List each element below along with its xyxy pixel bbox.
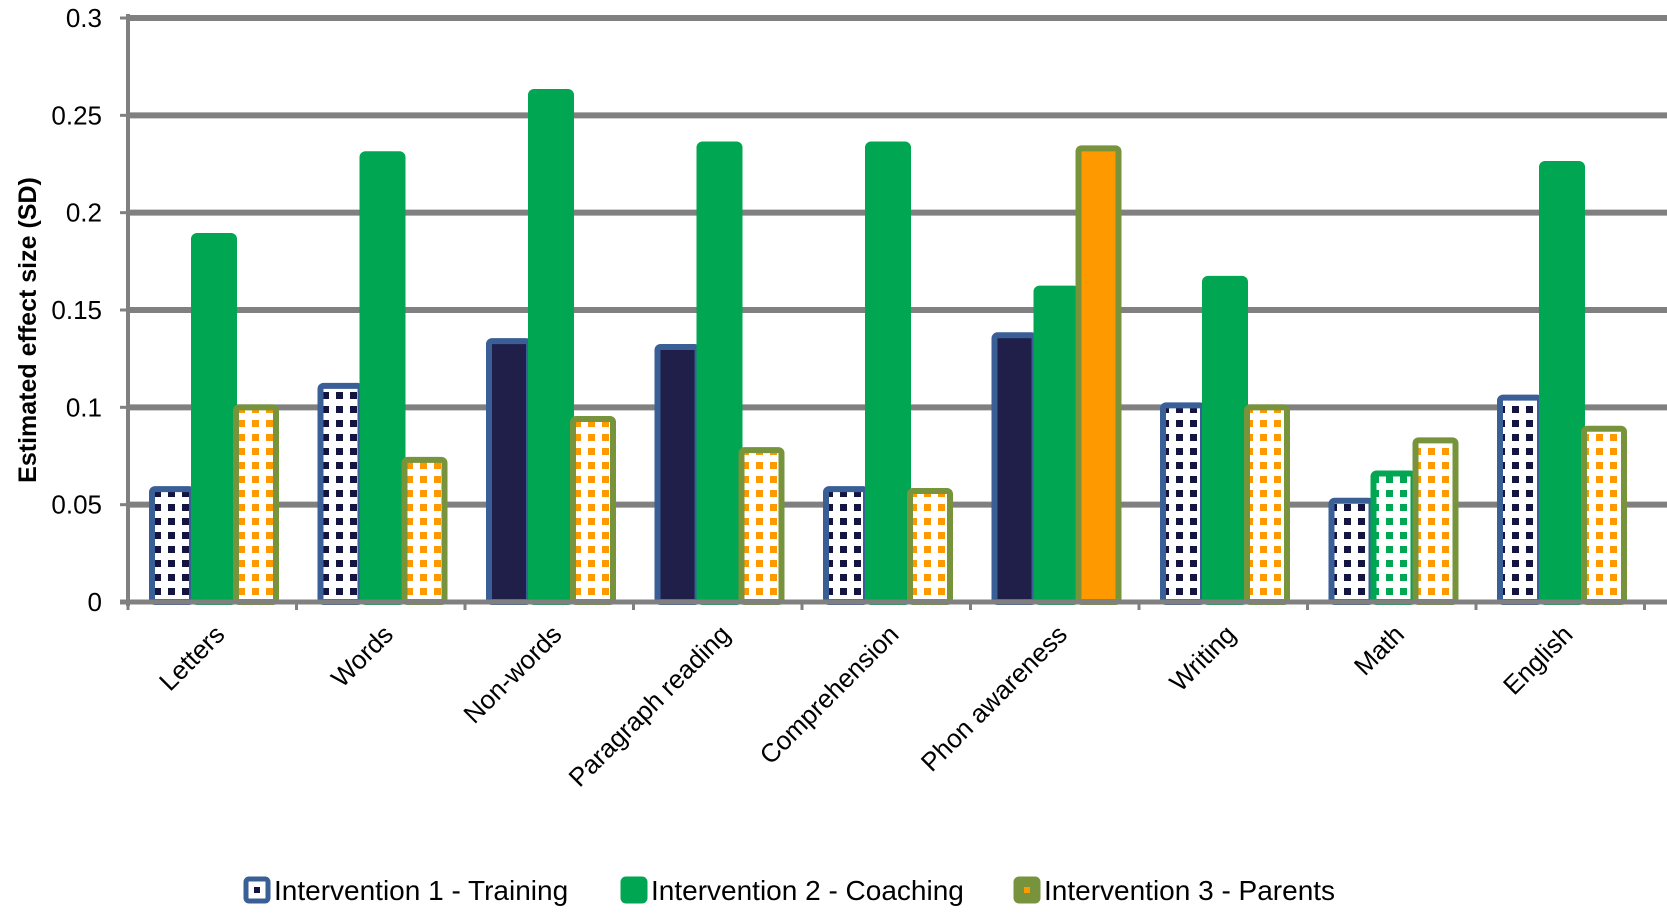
y-tick-label: 0 — [88, 587, 102, 617]
y-axis-title: Estimated effect size (SD) — [14, 177, 42, 483]
y-tick-label: 0.25 — [51, 100, 102, 130]
legend-label-1: Intervention 1 - Training — [274, 875, 568, 906]
bar-2-5 — [1033, 285, 1080, 605]
bar-1-3 — [654, 343, 701, 605]
legend: Intervention 1 - Training Intervention 2 … — [243, 875, 1335, 906]
y-tick-label: 0.1 — [66, 392, 102, 422]
bar-1-1 — [317, 382, 364, 606]
x-tick-label: Math — [1348, 619, 1410, 681]
bar-2-1 — [359, 151, 406, 605]
x-tick-label: Paragraph reading — [562, 619, 736, 793]
x-tick-label: English — [1497, 619, 1579, 701]
bar-1-6 — [1160, 402, 1206, 605]
x-tick-label: Letters — [153, 619, 230, 696]
bar-2-4 — [865, 141, 911, 606]
legend-swatch-2 — [620, 876, 648, 904]
y-tick-label: 0.15 — [51, 295, 102, 325]
bars — [149, 88, 1627, 606]
legend-label-2: Intervention 2 - Coaching — [651, 875, 964, 906]
x-tick-label: Phon awareness — [915, 619, 1073, 777]
bar-2-8 — [1539, 161, 1585, 605]
bar-3-6 — [1244, 404, 1290, 606]
bar-3-3 — [738, 447, 785, 605]
bar-1-2 — [486, 338, 532, 605]
bar-3-0 — [233, 404, 279, 606]
y-tick-label: 0.3 — [66, 3, 102, 33]
bar-3-7 — [1412, 437, 1459, 605]
x-tick-label: Writing — [1163, 619, 1241, 697]
bar-2-0 — [191, 233, 237, 605]
bar-3-1 — [401, 456, 448, 606]
bar-3-5 — [1075, 145, 1122, 605]
bar-1-7 — [1328, 497, 1375, 606]
legend-swatch-dot — [1024, 887, 1030, 893]
legend-label-3: Intervention 3 - Parents — [1044, 875, 1335, 906]
bar-3-4 — [907, 488, 953, 606]
x-tick-label: Comprehension — [753, 619, 904, 770]
bar-1-4 — [823, 486, 869, 605]
y-tick-label: 0.2 — [66, 198, 102, 228]
bar-1-5 — [991, 332, 1038, 605]
bar-3-2 — [570, 416, 616, 605]
bar-2-2 — [528, 88, 574, 606]
bar-2-3 — [696, 141, 743, 606]
x-tick-label: Non-words — [457, 619, 567, 729]
y-tick-label: 0.05 — [51, 490, 102, 520]
y-axis: 0 0.05 0.1 0.15 0.2 0.25 0.3 — [51, 3, 130, 617]
legend-swatch-dot — [254, 887, 260, 893]
bar-1-0 — [149, 486, 195, 605]
bar-2-6 — [1202, 275, 1248, 605]
x-tick-label: Words — [325, 619, 399, 693]
bar-2-7 — [1370, 470, 1417, 605]
axis-titles: Estimated effect size (SD) — [14, 177, 42, 483]
bar-3-8 — [1581, 425, 1627, 605]
bar-1-8 — [1497, 394, 1543, 605]
